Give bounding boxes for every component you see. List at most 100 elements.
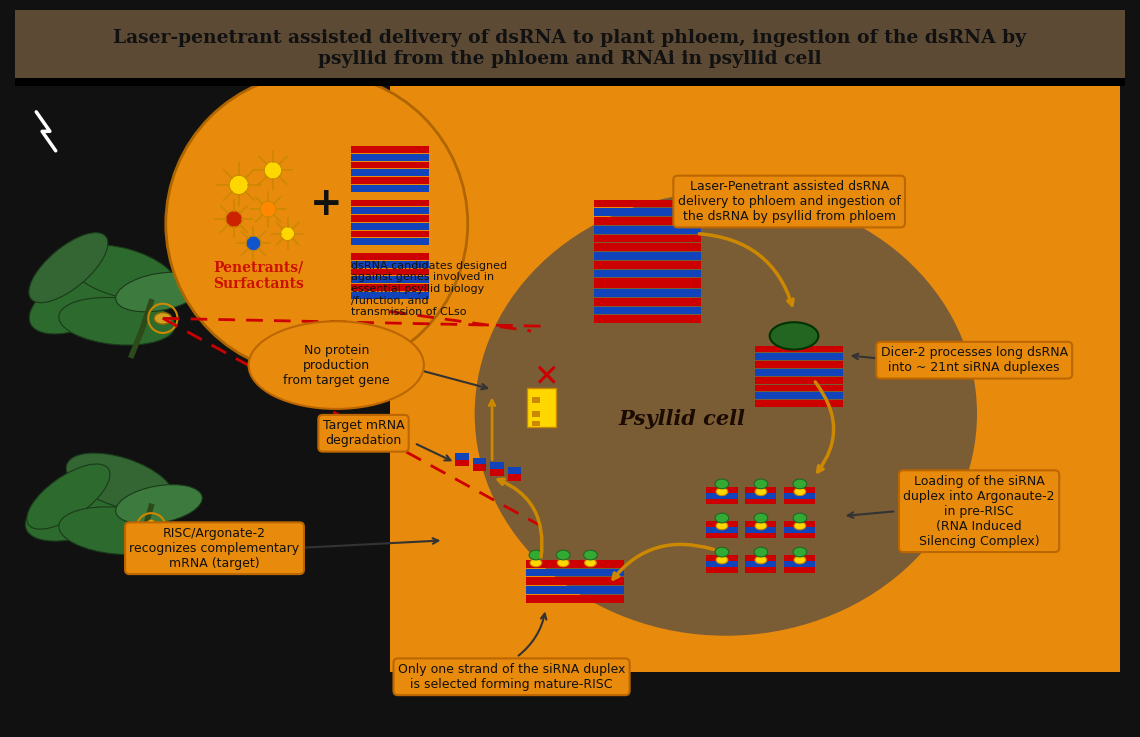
- FancyBboxPatch shape: [755, 354, 842, 360]
- FancyBboxPatch shape: [351, 170, 429, 176]
- Circle shape: [153, 524, 161, 531]
- FancyBboxPatch shape: [594, 252, 701, 260]
- FancyBboxPatch shape: [594, 243, 701, 251]
- Ellipse shape: [66, 453, 173, 511]
- FancyBboxPatch shape: [527, 595, 624, 603]
- Ellipse shape: [557, 559, 569, 567]
- Ellipse shape: [754, 479, 767, 489]
- Ellipse shape: [793, 513, 807, 523]
- Ellipse shape: [530, 559, 542, 567]
- FancyBboxPatch shape: [507, 467, 521, 474]
- FancyBboxPatch shape: [746, 493, 776, 498]
- FancyBboxPatch shape: [351, 207, 429, 214]
- Ellipse shape: [715, 479, 728, 489]
- Ellipse shape: [770, 322, 819, 349]
- FancyBboxPatch shape: [746, 521, 776, 527]
- Circle shape: [280, 226, 294, 240]
- Text: RISC/Argonate-2
recognizes complementary
mRNA (target): RISC/Argonate-2 recognizes complementary…: [130, 527, 300, 570]
- FancyBboxPatch shape: [594, 261, 701, 269]
- FancyBboxPatch shape: [755, 400, 842, 407]
- Ellipse shape: [59, 298, 176, 345]
- FancyBboxPatch shape: [351, 284, 429, 291]
- FancyBboxPatch shape: [707, 561, 738, 567]
- Ellipse shape: [154, 312, 172, 324]
- Ellipse shape: [585, 559, 596, 567]
- Circle shape: [260, 201, 276, 217]
- Circle shape: [165, 73, 467, 375]
- FancyBboxPatch shape: [594, 226, 701, 234]
- Ellipse shape: [716, 556, 727, 564]
- FancyBboxPatch shape: [594, 298, 701, 306]
- FancyBboxPatch shape: [594, 209, 701, 216]
- FancyBboxPatch shape: [473, 458, 487, 464]
- Circle shape: [147, 520, 155, 528]
- FancyBboxPatch shape: [707, 521, 738, 527]
- Text: Laser-penetrant assisted delivery of dsRNA to plant phloem, ingestion of the dsR: Laser-penetrant assisted delivery of dsR…: [114, 29, 1026, 47]
- Ellipse shape: [27, 464, 109, 529]
- FancyBboxPatch shape: [351, 200, 429, 206]
- Text: Psyllid cell: Psyllid cell: [619, 408, 746, 429]
- Text: dsRNA candidates designed
against genes involved in
essential psyllid biology
/f: dsRNA candidates designed against genes …: [351, 261, 507, 317]
- FancyBboxPatch shape: [594, 279, 701, 286]
- Ellipse shape: [584, 550, 597, 560]
- Text: No protein
production
from target gene: No protein production from target gene: [283, 343, 390, 387]
- Ellipse shape: [529, 550, 543, 560]
- Text: Dicer-2 processes long dsRNA
into ~ 21nt siRNA duplexes: Dicer-2 processes long dsRNA into ~ 21nt…: [881, 346, 1068, 374]
- FancyBboxPatch shape: [351, 161, 429, 168]
- Text: Penetrants/
Surfactants: Penetrants/ Surfactants: [213, 261, 303, 291]
- FancyBboxPatch shape: [784, 527, 815, 533]
- FancyBboxPatch shape: [527, 388, 556, 427]
- Circle shape: [264, 161, 282, 179]
- FancyBboxPatch shape: [755, 369, 842, 376]
- Text: Laser-Penetrant assisted dsRNA
delivery to phloem and ingestion of
the dsRNA by : Laser-Penetrant assisted dsRNA delivery …: [677, 180, 901, 223]
- FancyBboxPatch shape: [490, 463, 504, 469]
- FancyBboxPatch shape: [746, 555, 776, 561]
- FancyBboxPatch shape: [594, 270, 701, 277]
- Ellipse shape: [30, 260, 146, 334]
- Circle shape: [141, 524, 149, 531]
- FancyBboxPatch shape: [755, 361, 842, 368]
- FancyBboxPatch shape: [594, 252, 701, 260]
- FancyBboxPatch shape: [784, 555, 815, 561]
- Ellipse shape: [795, 488, 806, 495]
- Text: Only one strand of the siRNA duplex
is selected forming mature-RISC: Only one strand of the siRNA duplex is s…: [398, 663, 625, 691]
- FancyBboxPatch shape: [707, 567, 738, 573]
- Circle shape: [226, 211, 243, 227]
- Ellipse shape: [755, 488, 767, 495]
- FancyBboxPatch shape: [351, 276, 429, 283]
- FancyBboxPatch shape: [15, 10, 1125, 78]
- FancyBboxPatch shape: [755, 346, 842, 352]
- FancyBboxPatch shape: [351, 253, 429, 260]
- FancyBboxPatch shape: [532, 411, 540, 416]
- FancyBboxPatch shape: [784, 521, 815, 527]
- FancyBboxPatch shape: [527, 577, 624, 585]
- Ellipse shape: [249, 321, 424, 409]
- Ellipse shape: [67, 245, 177, 300]
- FancyBboxPatch shape: [746, 498, 776, 504]
- FancyBboxPatch shape: [527, 560, 624, 567]
- FancyBboxPatch shape: [594, 315, 701, 324]
- Ellipse shape: [716, 488, 727, 495]
- FancyBboxPatch shape: [351, 146, 429, 153]
- Ellipse shape: [115, 272, 202, 312]
- FancyBboxPatch shape: [15, 78, 1125, 85]
- Text: +: +: [310, 186, 343, 223]
- FancyBboxPatch shape: [351, 185, 429, 192]
- Ellipse shape: [755, 556, 767, 564]
- FancyBboxPatch shape: [594, 200, 701, 207]
- FancyBboxPatch shape: [707, 493, 738, 498]
- FancyBboxPatch shape: [594, 280, 701, 288]
- Ellipse shape: [795, 522, 806, 530]
- FancyBboxPatch shape: [390, 85, 1121, 672]
- FancyBboxPatch shape: [746, 487, 776, 493]
- FancyBboxPatch shape: [473, 464, 487, 471]
- Ellipse shape: [715, 548, 728, 557]
- FancyBboxPatch shape: [784, 493, 815, 498]
- Circle shape: [229, 175, 249, 195]
- Text: psyllid from the phloem and RNAi in psyllid cell: psyllid from the phloem and RNAi in psyl…: [318, 51, 822, 69]
- FancyBboxPatch shape: [755, 377, 842, 383]
- FancyBboxPatch shape: [594, 289, 701, 297]
- FancyBboxPatch shape: [507, 474, 521, 481]
- Ellipse shape: [716, 522, 727, 530]
- Ellipse shape: [115, 485, 202, 524]
